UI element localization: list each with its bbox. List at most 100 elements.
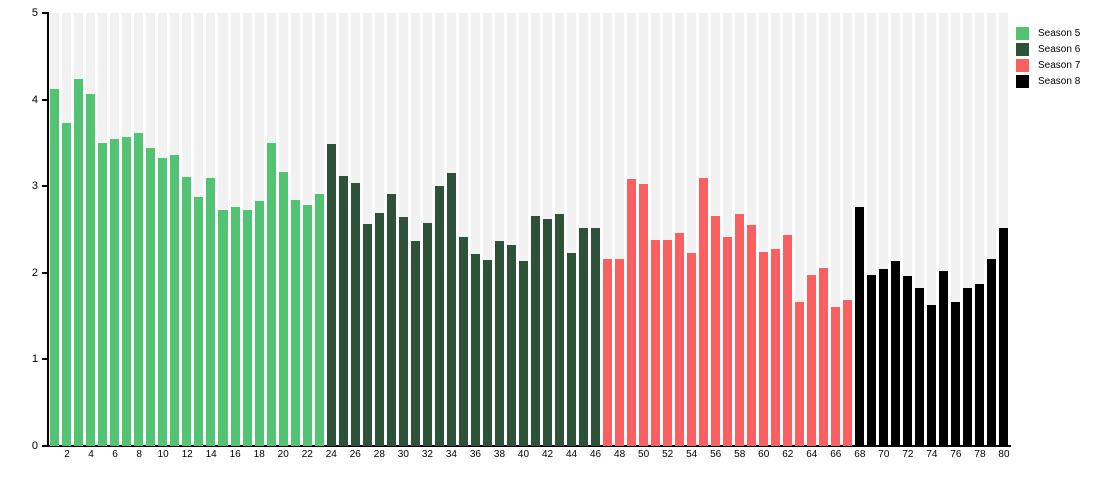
bar-track (807, 13, 817, 446)
bar-slot (469, 13, 481, 446)
bar-episode-16 (230, 206, 240, 446)
bar-slot (517, 13, 529, 446)
legend-swatch-icon (1016, 27, 1029, 40)
bar-episode-5 (98, 142, 108, 446)
y-axis: 0 1 2 3 4 5 (0, 7, 49, 452)
x-tick-label: 8 (136, 449, 142, 460)
legend-item: Season 6 (1016, 43, 1080, 56)
bar-episode-43 (554, 213, 564, 446)
x-axis-line (45, 445, 1011, 447)
bar-slot (361, 13, 373, 446)
bar-track (723, 13, 733, 446)
bar-slot (578, 13, 590, 446)
bar-track (915, 13, 925, 446)
bar-track (927, 13, 937, 446)
bar-episode-63 (795, 302, 805, 446)
bar-track (843, 13, 853, 446)
bar-track (987, 13, 997, 446)
bar-episode-20 (278, 172, 288, 446)
bar-episode-21 (290, 200, 300, 446)
bar-track (410, 13, 420, 446)
bar-slot (445, 13, 457, 446)
bar-track (566, 13, 576, 446)
x-tick-label: 48 (614, 449, 626, 460)
x-tick-label: 62 (782, 449, 794, 460)
x-tick-label: 18 (253, 449, 265, 460)
legend-item: Season 7 (1016, 59, 1080, 72)
bar-episode-78 (975, 284, 985, 446)
bar-episode-71 (891, 260, 901, 446)
bar-episode-31 (410, 240, 420, 446)
bar-track (482, 13, 492, 446)
x-tick-label: 66 (830, 449, 842, 460)
bar-episode-8 (134, 133, 144, 446)
bar-slot (433, 13, 445, 446)
bar-slot (97, 13, 109, 446)
bar-episode-3 (74, 78, 84, 446)
bar-episode-62 (783, 234, 793, 446)
bar-slot (734, 13, 746, 446)
bar-slot (409, 13, 421, 446)
bar-slot (698, 13, 710, 446)
x-tick-label: 58 (734, 449, 746, 460)
bar-slot (794, 13, 806, 446)
bar-episode-35 (458, 237, 468, 446)
legend-label: Season 6 (1038, 44, 1081, 55)
bar-episode-15 (218, 210, 228, 446)
bar-track (963, 13, 973, 446)
legend-item: Season 5 (1016, 27, 1080, 40)
y-tick (42, 98, 48, 101)
bar-slot (277, 13, 289, 446)
bar-episode-64 (807, 275, 817, 446)
bar-episode-7 (122, 136, 132, 446)
bar-episode-42 (542, 219, 552, 446)
x-tick-label: 54 (686, 449, 698, 460)
bar-episode-38 (494, 240, 504, 446)
bar-episode-51 (650, 239, 660, 446)
x-tick-label: 6 (112, 449, 118, 460)
bar-track (494, 13, 504, 446)
bar-slot (986, 13, 998, 446)
bar-slot (962, 13, 974, 446)
bar-track (951, 13, 961, 446)
bar-slot (746, 13, 758, 446)
bar-slot (950, 13, 962, 446)
bar-slot (493, 13, 505, 446)
y-tick-label: 4 (31, 93, 38, 106)
bar-track (879, 13, 889, 446)
bar-slot (121, 13, 133, 446)
bar-track (470, 13, 480, 446)
bar-track (662, 13, 672, 446)
x-tick-label: 14 (205, 449, 217, 460)
y-tick (42, 358, 48, 361)
bar-slot (902, 13, 914, 446)
bar-slot (554, 13, 566, 446)
bar-track (518, 13, 528, 446)
x-tick-label: 24 (325, 449, 337, 460)
legend-swatch-icon (1016, 43, 1029, 56)
x-axis: 2 4 6 8 10 12 14 16 18 20 22 24 26 28 30 32 34 36 38 40 42 44… (49, 449, 1010, 465)
x-tick-label: 60 (758, 449, 770, 460)
y-tick (42, 445, 48, 447)
bar-slot (193, 13, 205, 446)
bar-episode-50 (638, 184, 648, 446)
bar-slot (301, 13, 313, 446)
x-tick-label: 40 (517, 449, 530, 460)
bar-episode-79 (987, 258, 997, 446)
bar-slot (217, 13, 229, 446)
bar-slot (686, 13, 698, 446)
bar-episode-61 (771, 248, 781, 446)
x-tick-label: 74 (926, 449, 938, 460)
bar-slot (325, 13, 337, 446)
x-tick-label: 26 (349, 449, 361, 460)
bar-slot (842, 13, 854, 446)
y-tick-label: 5 (31, 7, 38, 19)
legend-label: Season 8 (1038, 76, 1081, 87)
legend-item: Season 8 (1016, 75, 1080, 88)
bar-track (458, 13, 468, 446)
y-tick-label: 1 (31, 353, 38, 366)
y-tick (42, 185, 48, 188)
bar-slot (457, 13, 469, 446)
bar-episode-70 (879, 269, 889, 446)
